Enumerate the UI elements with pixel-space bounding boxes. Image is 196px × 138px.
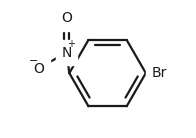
Text: Br: Br (152, 66, 167, 80)
Text: O: O (61, 11, 72, 25)
Text: N: N (61, 46, 72, 60)
Text: +: + (67, 39, 75, 49)
Text: −: − (29, 56, 38, 66)
Text: O: O (33, 62, 44, 76)
